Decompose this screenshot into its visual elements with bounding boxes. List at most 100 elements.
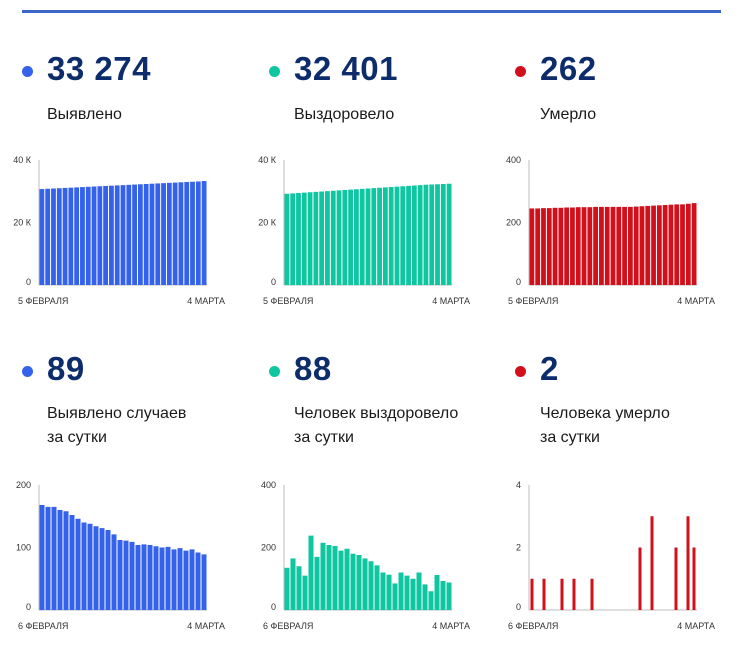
bar — [284, 567, 290, 610]
bar — [85, 186, 91, 285]
bar — [368, 561, 374, 610]
x-start-label: 6 ФЕВРАЛЯ — [508, 621, 558, 631]
bar — [80, 187, 85, 285]
bar — [302, 575, 308, 611]
bar — [394, 186, 400, 286]
stat-value: 88 — [294, 350, 332, 387]
x-end-label: 4 МАРТА — [187, 621, 225, 631]
bar — [135, 545, 141, 610]
bar — [171, 549, 177, 611]
bar — [313, 191, 319, 286]
y-tick-label: 400 — [261, 480, 276, 490]
bar — [143, 184, 149, 285]
bar — [428, 591, 434, 610]
chart-confirmed-total: 0 20 К 40 К 5 ФЕВРАЛЯ 4 МАРТА — [13, 155, 225, 306]
bar — [63, 511, 69, 610]
x-start-label: 5 ФЕВРАЛЯ — [508, 296, 558, 306]
bar — [284, 193, 290, 285]
stat-label-line: за сутки — [47, 429, 107, 446]
bar — [45, 506, 51, 611]
bar — [57, 510, 63, 610]
bar — [685, 203, 691, 285]
stat-label-line: Выздоровело — [294, 106, 395, 123]
bar — [350, 553, 356, 610]
bar — [149, 183, 155, 285]
bar — [446, 183, 452, 285]
bar — [377, 187, 382, 285]
bar — [662, 205, 668, 285]
bar — [575, 207, 581, 285]
bar — [161, 183, 166, 285]
bar — [382, 187, 388, 286]
chart-recovered-daily: 0 200 400 6 ФЕВРАЛЯ 4 МАРТА — [261, 480, 470, 631]
bar — [336, 190, 342, 286]
bar — [622, 206, 627, 286]
bar — [651, 205, 656, 286]
x-start-label: 6 ФЕВРАЛЯ — [263, 621, 313, 631]
bar — [93, 526, 99, 610]
stat-label-line: Выявлено случаев — [47, 405, 187, 422]
stat-label: Человек выздоровело за сутки — [294, 402, 458, 450]
bar — [117, 540, 123, 610]
bar — [440, 184, 446, 285]
bar — [51, 188, 56, 285]
y-tick-label: 100 — [16, 543, 31, 553]
bar — [610, 206, 616, 286]
bar — [137, 184, 143, 285]
bar — [570, 207, 575, 285]
bar — [388, 187, 394, 285]
bar — [39, 505, 45, 610]
x-end-label: 4 МАРТА — [677, 621, 715, 631]
stat-value: 2 — [540, 350, 559, 387]
bar — [190, 181, 195, 285]
bar — [422, 584, 428, 611]
y-tick-label: 40 К — [13, 155, 32, 165]
bar — [530, 578, 534, 610]
y-tick-label: 0 — [516, 277, 521, 287]
bar — [380, 572, 386, 610]
y-tick-label: 200 — [16, 480, 31, 490]
stat-label: Выздоровело — [294, 103, 394, 127]
bar — [440, 580, 446, 610]
bar — [155, 183, 161, 285]
bar — [56, 188, 62, 285]
y-tick-label: 4 — [516, 480, 521, 490]
bar — [535, 208, 541, 285]
bar — [429, 184, 435, 285]
stat-value: 32 401 — [294, 50, 398, 87]
bar — [627, 206, 633, 286]
bar — [371, 188, 377, 286]
bar — [81, 522, 87, 610]
bar — [546, 208, 552, 286]
bar — [290, 558, 296, 610]
bar — [691, 203, 697, 286]
bar — [668, 204, 674, 285]
legend-dot — [22, 366, 33, 377]
bar — [165, 546, 171, 611]
bar — [581, 207, 587, 285]
bar — [141, 544, 147, 611]
bar — [330, 190, 336, 285]
bar — [692, 547, 696, 610]
stat-label-line: за сутки — [294, 429, 354, 446]
stat-label: Выявлено случаев за сутки — [47, 402, 186, 450]
bar — [62, 187, 68, 285]
bar — [656, 205, 662, 285]
bar — [132, 184, 137, 285]
bar — [326, 545, 332, 610]
bar — [529, 208, 535, 285]
x-start-label: 6 ФЕВРАЛЯ — [18, 621, 68, 631]
legend-dot — [269, 66, 280, 77]
bar — [39, 189, 45, 285]
bar — [423, 184, 429, 285]
bar — [541, 208, 546, 286]
bar — [111, 534, 117, 611]
bar — [201, 181, 207, 285]
bar — [417, 185, 423, 286]
bar — [75, 518, 81, 610]
bar — [195, 552, 201, 610]
bar — [308, 535, 314, 611]
bar — [633, 206, 639, 285]
bar — [105, 530, 111, 610]
stat-label-line: Человека умерло — [540, 405, 670, 422]
